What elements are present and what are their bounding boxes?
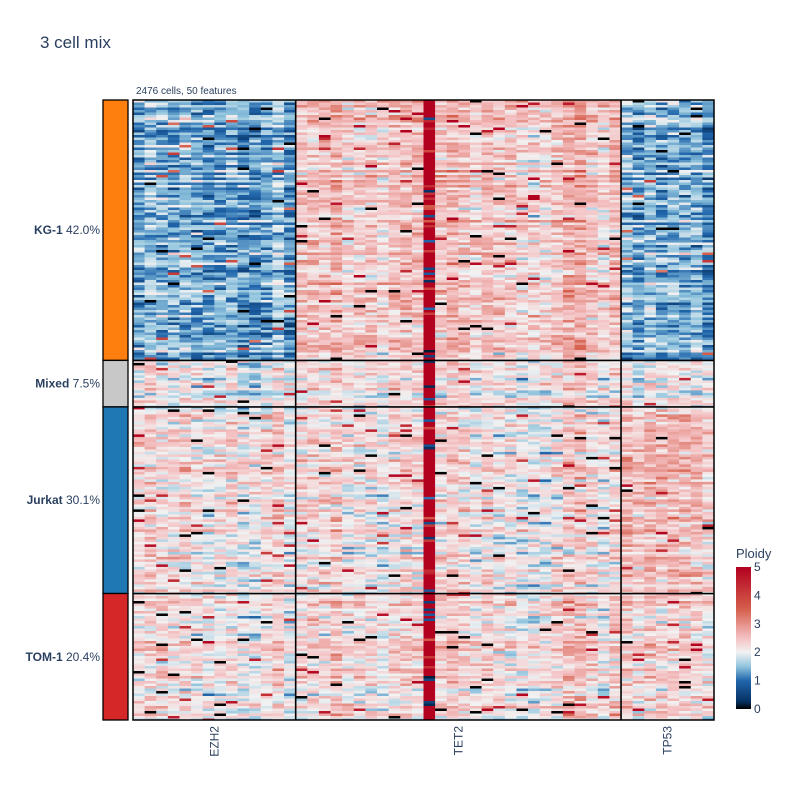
heatmap-area[interactable] <box>132 99 715 721</box>
sidebar-block-jurkat <box>102 406 129 595</box>
group-sidebar <box>102 99 129 721</box>
colorbar-tick: 5 <box>754 560 761 574</box>
chart-title: 3 cell mix <box>40 33 111 52</box>
sidebar-block-tom-1 <box>102 592 129 721</box>
sidebar-block-mixed <box>102 359 129 408</box>
colorbar-tick: 0 <box>754 702 761 716</box>
x-tick-tet2: TET2 <box>451 726 465 756</box>
colorbar-tick: 4 <box>754 588 761 602</box>
group-label-tom-1: TOM-1 20.4% <box>26 650 101 664</box>
group-label-kg-1: KG-1 42.0% <box>34 223 100 237</box>
x-tick-tp53: TP53 <box>661 726 675 755</box>
group-labels: KG-1 42.0% Mixed 7.5% Jurkat 30.1% TOM-1 20… <box>26 223 101 664</box>
group-label-jurkat: Jurkat 30.1% <box>27 493 101 507</box>
colorbar-tick: 2 <box>754 645 761 659</box>
colorbar: Ploidy 0 1 2 3 4 5 <box>736 546 772 716</box>
colorbar-gradient <box>736 567 751 709</box>
sidebar-block-kg-1 <box>102 99 129 362</box>
chart-subtitle: 2476 cells, 50 features <box>136 86 237 97</box>
x-tick-ezh2: EZH2 <box>207 726 221 757</box>
heatmap-frame <box>132 99 715 721</box>
group-label-mixed: Mixed 7.5% <box>35 377 100 391</box>
colorbar-tick: 3 <box>754 617 761 631</box>
colorbar-title: Ploidy <box>736 546 772 561</box>
colorbar-tick: 1 <box>754 674 761 688</box>
x-axis-ticks: EZH2 TET2 TP53 <box>207 726 674 757</box>
